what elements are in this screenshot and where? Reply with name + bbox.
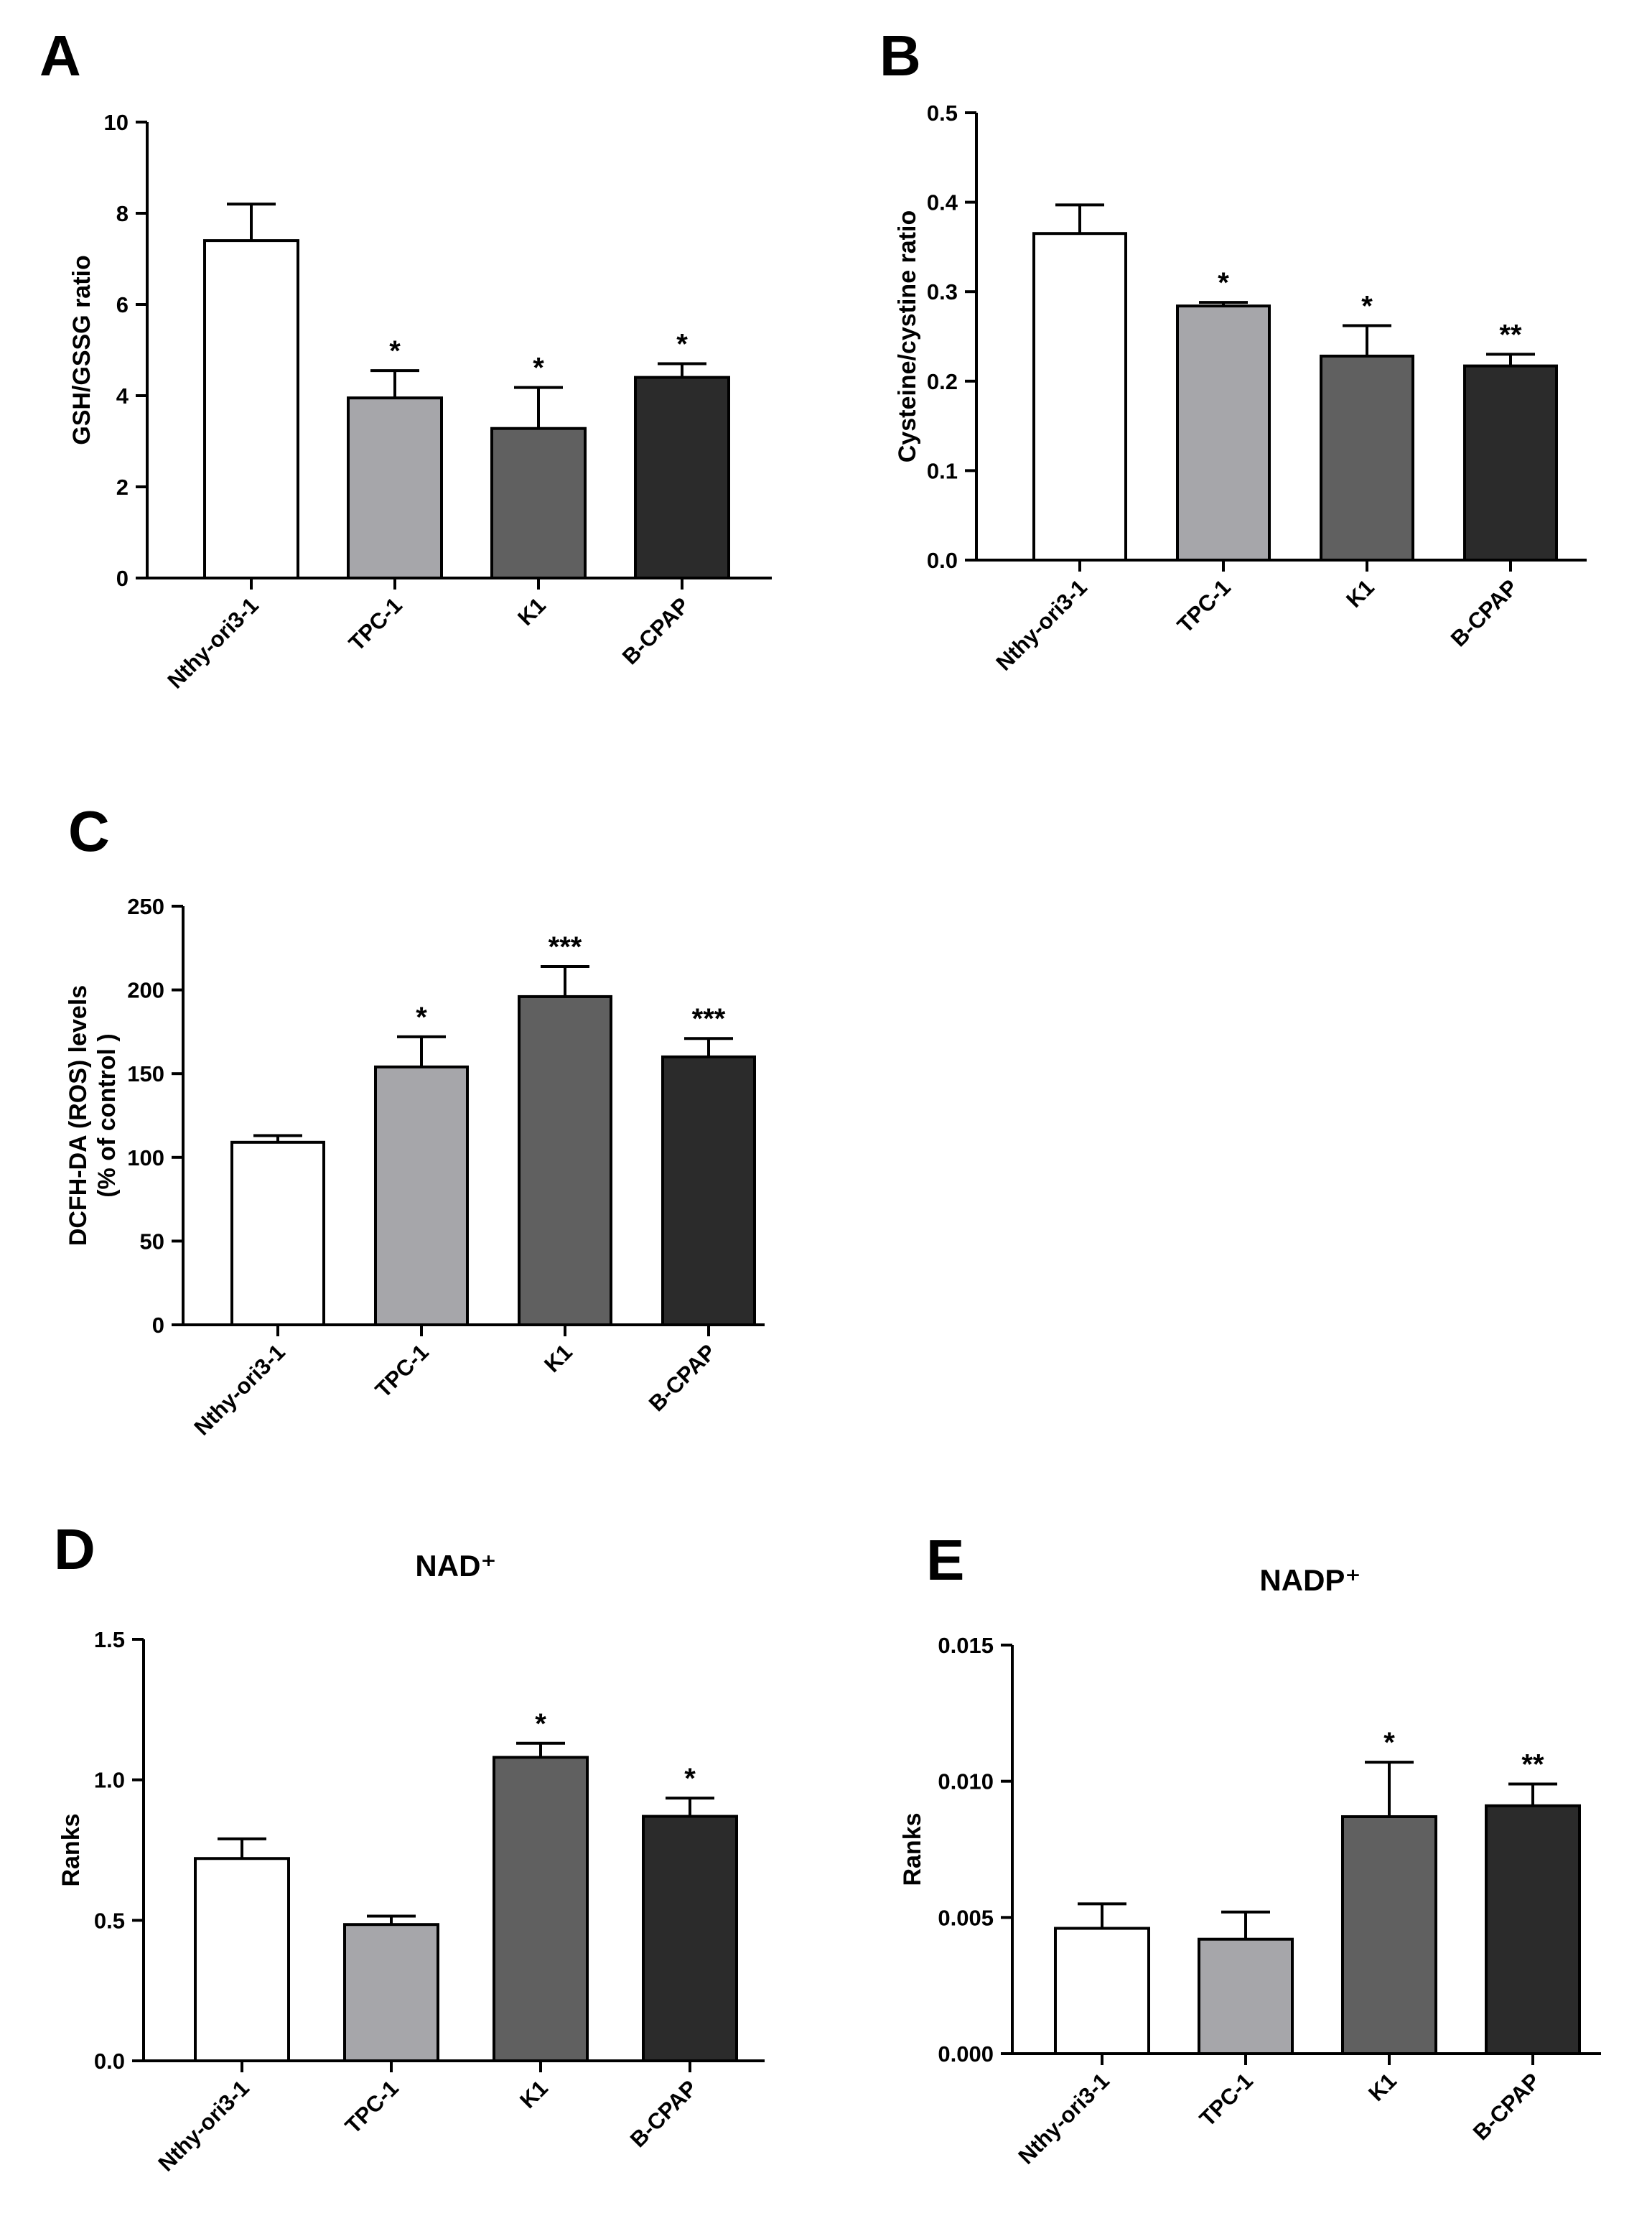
significance-marker: * xyxy=(1383,1727,1395,1759)
x-category-label: TPC-1 xyxy=(370,1339,434,1402)
y-tick-label: 200 xyxy=(127,978,164,1003)
bar-k1 xyxy=(1341,1815,1437,2055)
bar-nthy-ori3-1 xyxy=(1054,1927,1150,2055)
panel-letter: B xyxy=(879,24,921,88)
significance-marker: * xyxy=(389,335,401,367)
bar-nthy-ori3-1 xyxy=(230,1140,325,1327)
y-tick-label: 0.5 xyxy=(94,1908,125,1933)
bar-nthy-ori3-1 xyxy=(194,1857,290,2062)
bar-k1 xyxy=(490,427,587,579)
chart-panel-d: D NAD⁺ 0.0 0.5 1.0 1.5 Ranks Nthy-ori3-1 TPC-1 K1… xyxy=(54,1517,765,2176)
y-tick-label: 0.5 xyxy=(927,101,958,126)
significance-marker: * xyxy=(1218,267,1229,299)
x-category-label: K1 xyxy=(1341,574,1379,613)
bar-k1 xyxy=(1320,354,1414,562)
x-category-label: Nthy-ori3-1 xyxy=(162,592,263,693)
y-tick-label: 100 xyxy=(127,1145,164,1170)
x-category-label: Nthy-ori3-1 xyxy=(153,2075,253,2176)
x-category-label: B-CPAP xyxy=(625,2075,702,2152)
chart-panel-a: A 0 2 4 6 8 10 GSH/GSSG ratio Nthy-ori3-1 TPC-1 * K… xyxy=(39,24,772,694)
significance-marker: * xyxy=(533,353,544,384)
y-tick-label: 0.2 xyxy=(927,369,958,394)
chart-title: NAD⁺ xyxy=(415,1549,496,1583)
y-tick-label: 8 xyxy=(116,201,129,226)
y-tick-label: 6 xyxy=(116,292,129,317)
bar-b-cpap xyxy=(634,376,730,579)
x-category-label: K1 xyxy=(1363,2068,1401,2106)
y-tick-label: 2 xyxy=(116,475,129,500)
y-tick-label: 150 xyxy=(127,1061,164,1086)
y-tick-label: 0.000 xyxy=(938,2041,994,2067)
y-axis-label: Cysteine/cystine ratio xyxy=(894,210,921,462)
bar-b-cpap xyxy=(1485,1804,1581,2055)
panel-letter: D xyxy=(54,1517,95,1581)
x-category-label: TPC-1 xyxy=(340,2075,403,2138)
bar-tpc-1 xyxy=(1176,304,1271,562)
y-tick-label: 0 xyxy=(152,1313,164,1338)
chart-panel-c: C 0 50 100 150 200 250 DCFH-DA (ROS) levels (% o… xyxy=(65,799,765,1440)
bar-k1 xyxy=(518,995,612,1326)
significance-marker: * xyxy=(1361,291,1373,322)
y-axis-label: Ranks xyxy=(57,1813,85,1886)
bar-k1 xyxy=(493,1756,589,2063)
bar-tpc-1 xyxy=(374,1065,469,1326)
x-category-label: B-CPAP xyxy=(1468,2068,1545,2145)
significance-marker: * xyxy=(676,329,688,360)
y-tick-label: 0.4 xyxy=(927,190,958,215)
x-category-label: TPC-1 xyxy=(1195,2068,1258,2131)
y-tick-label: 0.1 xyxy=(927,458,958,483)
significance-marker: *** xyxy=(549,931,582,963)
x-category-label: B-CPAP xyxy=(1446,574,1523,651)
bar-b-cpap xyxy=(642,1815,738,2063)
y-tick-label: 0.010 xyxy=(938,1769,994,1794)
x-category-label: Nthy-ori3-1 xyxy=(189,1339,289,1440)
x-category-label: Nthy-ori3-1 xyxy=(1013,2068,1114,2169)
x-category-label: Nthy-ori3-1 xyxy=(991,574,1091,675)
y-tick-label: 0.3 xyxy=(927,279,958,304)
chart-panel-b: B 0.0 0.1 0.2 0.3 0.4 0.5 Cysteine/cystine rati… xyxy=(879,24,1587,676)
panel-letter: E xyxy=(926,1528,964,1592)
y-axis-label: Ranks xyxy=(899,1812,926,1886)
bar-b-cpap xyxy=(661,1055,756,1326)
y-tick-label: 0.0 xyxy=(927,548,958,573)
significance-marker: *** xyxy=(692,1003,726,1035)
x-category-label: B-CPAP xyxy=(644,1339,721,1416)
y-tick-label: 0.015 xyxy=(938,1633,994,1658)
x-category-label: TPC-1 xyxy=(1172,574,1236,638)
y-axis-label: GSH/GSSG ratio xyxy=(68,255,95,445)
y-tick-label: 4 xyxy=(116,383,129,409)
bar-nthy-ori3-1 xyxy=(203,239,299,579)
chart-panel-e: E NADP⁺ 0.000 0.005 0.010 0.015 Ranks Nthy-ori3… xyxy=(899,1528,1601,2169)
y-tick-label: 50 xyxy=(140,1229,164,1254)
x-category-label: TPC-1 xyxy=(344,592,407,656)
x-category-label: B-CPAP xyxy=(617,592,694,669)
significance-marker: * xyxy=(535,1708,546,1740)
panel-letter: C xyxy=(68,799,110,863)
y-tick-label: 1.0 xyxy=(94,1768,125,1793)
x-category-label: K1 xyxy=(539,1339,577,1377)
bar-tpc-1 xyxy=(347,396,443,579)
significance-marker: ** xyxy=(1499,319,1522,350)
significance-marker: ** xyxy=(1521,1748,1544,1780)
x-category-label: K1 xyxy=(515,2075,553,2113)
panel-letter: A xyxy=(39,24,81,88)
y-tick-label: 1.5 xyxy=(94,1627,125,1652)
bar-b-cpap xyxy=(1463,364,1558,562)
y-tick-label: 250 xyxy=(127,894,164,919)
bar-tpc-1 xyxy=(1198,1937,1294,2055)
y-tick-label: 10 xyxy=(104,110,129,135)
bar-tpc-1 xyxy=(343,1923,439,2063)
y-axis-label: DCFH-DA (ROS) levels xyxy=(65,985,92,1246)
y-tick-label: 0.005 xyxy=(938,1905,994,1930)
y-tick-label: 0 xyxy=(116,566,129,591)
y-axis-label: (% of control ) xyxy=(93,1033,121,1198)
bar-nthy-ori3-1 xyxy=(1032,232,1127,562)
chart-title: NADP⁺ xyxy=(1259,1563,1361,1597)
y-tick-label: 0.0 xyxy=(94,2049,125,2074)
x-category-label: K1 xyxy=(513,592,551,630)
significance-marker: * xyxy=(416,1002,427,1033)
significance-marker: * xyxy=(684,1763,696,1794)
